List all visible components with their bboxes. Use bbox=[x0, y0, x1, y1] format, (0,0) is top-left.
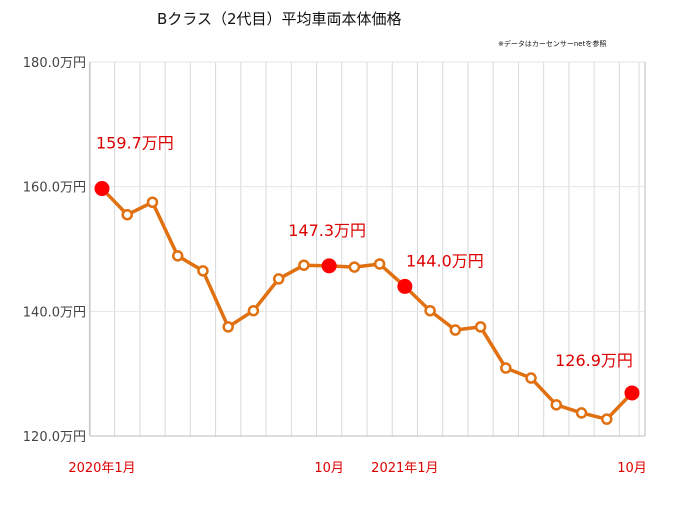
y-tick-label: 160.0万円 bbox=[23, 181, 86, 196]
data-point bbox=[121, 208, 133, 221]
x-tick-label: 10月 bbox=[314, 461, 344, 476]
data-point bbox=[373, 258, 386, 270]
y-tick-label: 120.0万円 bbox=[23, 430, 86, 445]
chart-note: ※データはカーセンサーnetを参照 bbox=[498, 39, 606, 48]
data-point bbox=[348, 261, 361, 273]
data-point bbox=[575, 407, 588, 419]
data-point bbox=[298, 259, 310, 271]
series-line bbox=[100, 187, 634, 421]
data-point bbox=[449, 324, 462, 336]
data-point bbox=[171, 250, 184, 262]
data-label: 159.7万円 bbox=[96, 134, 174, 153]
data-point bbox=[474, 321, 487, 333]
chart-title: Bクラス（2代目）平均車両本体価格 bbox=[157, 10, 402, 28]
data-point bbox=[222, 321, 234, 333]
x-tick-label: 2020年1月 bbox=[68, 461, 135, 476]
data-point bbox=[601, 413, 613, 425]
data-point bbox=[500, 362, 512, 374]
data-point bbox=[550, 399, 563, 411]
data-point bbox=[146, 196, 159, 208]
y-tick-label: 180.0万円 bbox=[23, 56, 86, 71]
x-tick-label: 10月 bbox=[617, 461, 647, 476]
x-tick-label: 2021年1月 bbox=[371, 461, 438, 476]
data-point bbox=[525, 372, 537, 384]
data-point bbox=[424, 304, 436, 317]
data-point bbox=[272, 273, 285, 285]
data-label: 126.9万円 bbox=[555, 351, 633, 370]
data-point bbox=[197, 265, 209, 277]
highlight-point bbox=[321, 258, 337, 274]
highlight-point bbox=[94, 181, 110, 197]
data-point bbox=[247, 304, 260, 317]
data-label: 144.0万円 bbox=[406, 251, 484, 270]
y-tick-label: 140.0万円 bbox=[23, 305, 86, 320]
highlight-point bbox=[397, 278, 413, 294]
data-label: 147.3万円 bbox=[288, 221, 366, 240]
highlight-point bbox=[624, 385, 640, 401]
